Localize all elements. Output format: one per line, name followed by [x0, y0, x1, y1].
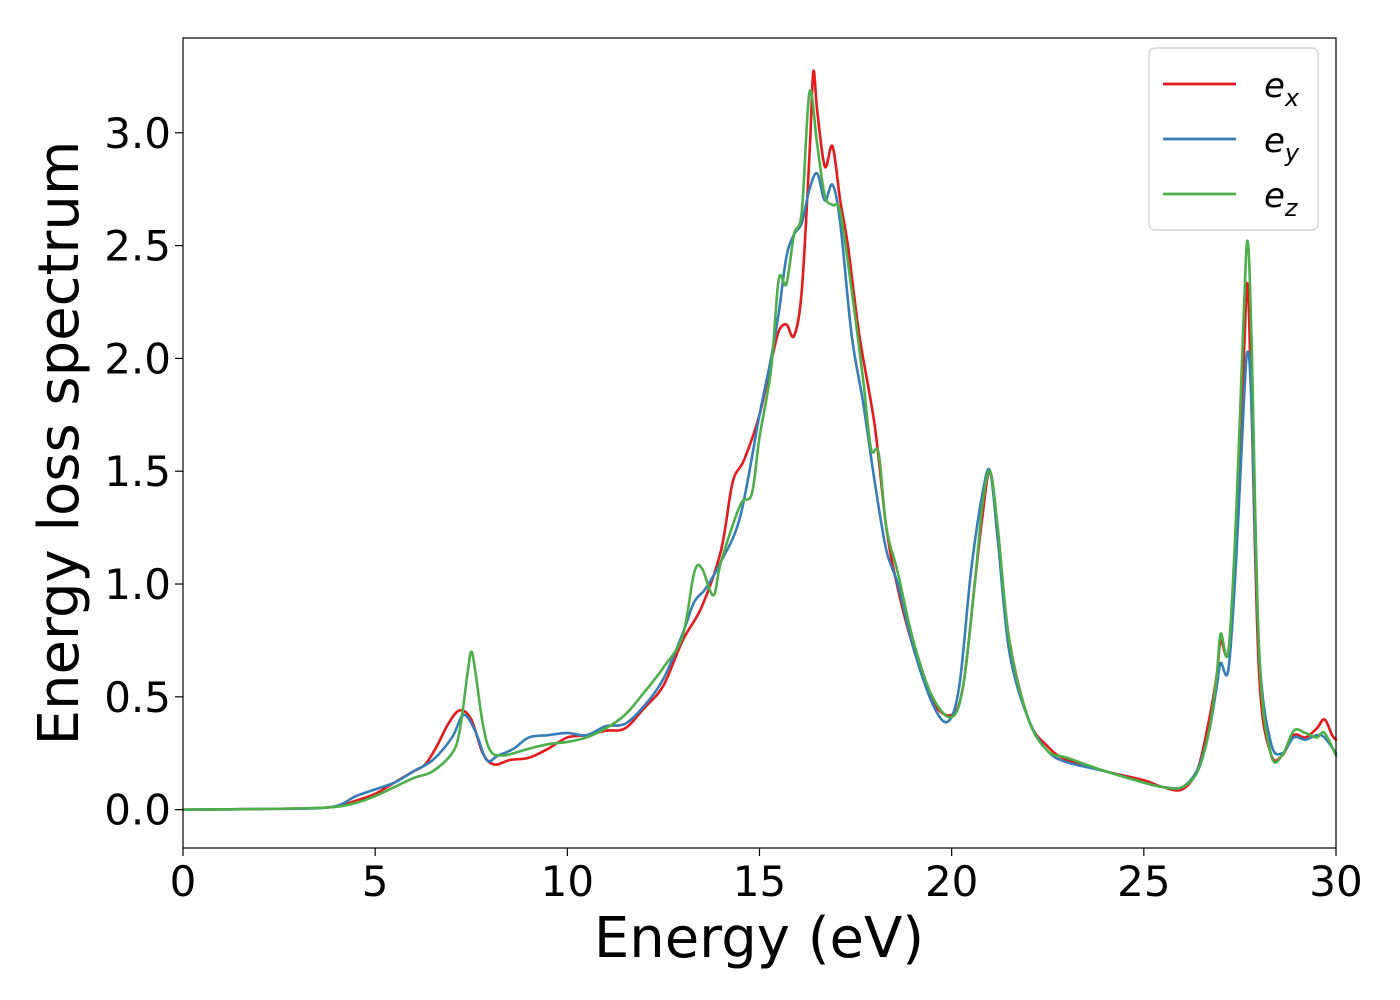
- legend-label-y: ey: [1264, 121, 1300, 167]
- legend-label-x: ex: [1264, 66, 1300, 112]
- x-tick-label: 25: [1117, 857, 1170, 906]
- y-tick-label: 0.5: [104, 673, 171, 722]
- y-tick-label: 2.0: [104, 334, 171, 383]
- series-layer: [181, 69, 1338, 811]
- series-line-y: [181, 171, 1338, 811]
- y-tick-label: 1.0: [104, 560, 171, 609]
- y-tick-label: 0.0: [104, 786, 171, 835]
- y-axis-title: Energy loss spectrum: [27, 141, 92, 746]
- y-tick-label: 3.0: [104, 109, 171, 158]
- x-tick-label: 10: [541, 857, 594, 906]
- legend-label-z: ez: [1264, 176, 1299, 222]
- legend: ex ey ez: [1148, 47, 1319, 231]
- x-axis-title: Energy (eV): [594, 906, 924, 971]
- x-tick-label: 0: [170, 857, 197, 906]
- x-axis: 0 5 10 15 20 25 30: [170, 848, 1363, 906]
- x-tick-label: 15: [733, 857, 786, 906]
- y-tick-label: 1.5: [104, 447, 171, 496]
- series-line-z: [181, 89, 1338, 811]
- x-tick-label: 5: [362, 857, 389, 906]
- x-tick-label: 30: [1309, 857, 1362, 906]
- x-tick-label: 20: [925, 857, 978, 906]
- y-axis: 0.0 0.5 1.0 1.5 2.0 2.5 3.0: [104, 109, 183, 835]
- y-tick-label: 2.5: [104, 222, 171, 271]
